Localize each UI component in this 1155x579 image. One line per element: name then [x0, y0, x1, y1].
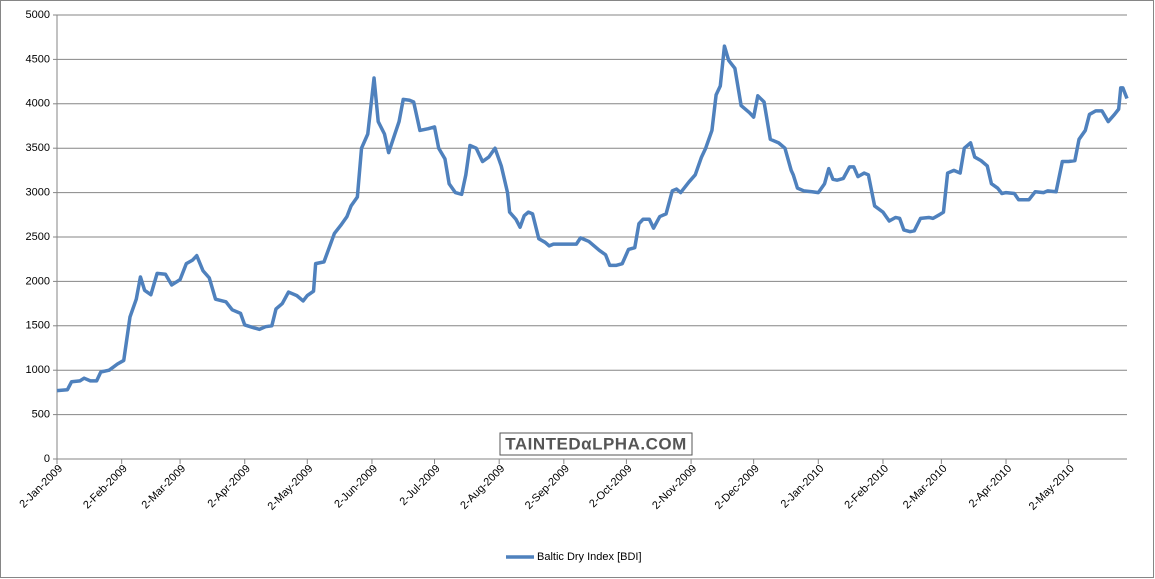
y-tick-label: 3000: [26, 187, 50, 199]
watermark-text: TAINTEDαLPHA.COM: [505, 434, 687, 453]
y-tick-label: 1000: [26, 364, 50, 376]
y-tick-label: 2000: [26, 275, 50, 287]
y-tick-label: 4500: [26, 53, 50, 65]
y-tick-label: 1500: [26, 320, 50, 332]
legend-label: Baltic Dry Index [BDI]: [537, 551, 642, 563]
y-tick-label: 2500: [26, 231, 50, 243]
data-line: [56, 44, 1129, 393]
y-tick-label: 3500: [26, 142, 50, 154]
y-tick-label: 4000: [26, 98, 50, 110]
y-tick-label: 5000: [26, 9, 50, 21]
watermark-box: [499, 432, 693, 456]
watermark: TAINTEDαLPHA.COM: [499, 432, 693, 456]
y-tick-label: 500: [32, 409, 50, 421]
y-tick-label: 0: [44, 453, 50, 465]
